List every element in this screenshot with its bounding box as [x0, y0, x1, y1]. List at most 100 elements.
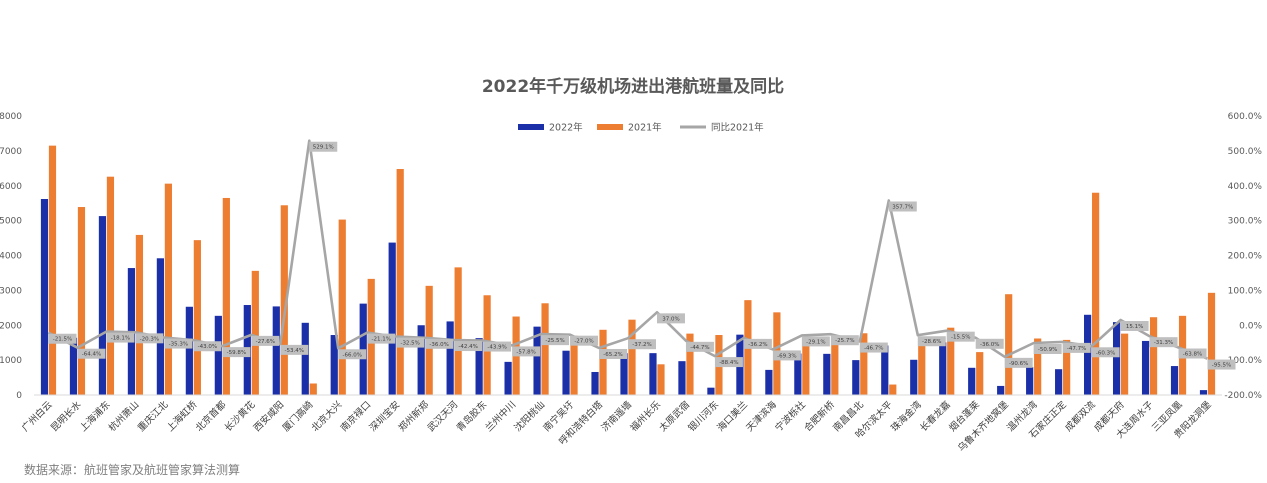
legend-swatch — [597, 124, 623, 130]
bar-2022 — [678, 361, 686, 395]
left-axis-tick: 6000 — [0, 182, 22, 192]
category-label: 乌鲁木齐地窝堡 — [955, 398, 1011, 454]
yoy-data-label-text: -43.9% — [487, 345, 506, 351]
category-label: 青岛胶东 — [454, 399, 489, 434]
category-label: 太原武宿 — [657, 399, 692, 434]
yoy-line — [47, 139, 1208, 360]
legend-label: 同比2021年 — [711, 122, 764, 134]
category-label: 宁波栎社 — [773, 398, 809, 434]
bar-group — [40, 145, 1216, 395]
category-label: 天津滨海 — [744, 398, 780, 434]
yoy-data-label: -36.2% — [743, 338, 772, 349]
legend-item-yoy: 同比2021年 — [680, 122, 764, 134]
bar-2022 — [417, 325, 425, 395]
bar-2021 — [918, 345, 926, 395]
right-axis-tick: 600.0% — [1228, 112, 1263, 122]
yoy-data-label: -59.8% — [222, 347, 251, 358]
yoy-data-label-text: 37.0% — [662, 316, 679, 322]
yoy-data-label-text: -21.5% — [53, 337, 72, 343]
category-label: 北京大兴 — [309, 399, 344, 434]
category-label: 南京禄口 — [338, 399, 373, 434]
category-label: 合肥新桥 — [802, 398, 838, 434]
yoy-data-label-text: -29.1% — [806, 339, 825, 345]
yoy-data-label-text: -46.7% — [864, 346, 883, 352]
right-axis-tick: -100.0% — [1224, 356, 1262, 366]
bar-2021 — [309, 383, 317, 395]
legend-label: 2022年 — [549, 122, 583, 134]
yoy-data-label: -88.4% — [714, 357, 743, 368]
bar-2021 — [1063, 339, 1071, 395]
yoy-data-label: -20.3% — [135, 333, 164, 344]
bar-2021 — [135, 234, 144, 395]
yoy-data-label-text: -32.5% — [400, 341, 419, 347]
yoy-data-label: -21.1% — [367, 333, 396, 344]
right-axis-tick: 500.0% — [1228, 147, 1263, 157]
left-axis: 0 1000 2000 3000 4000 5000 6000 7000 8000 — [0, 112, 22, 401]
yoy-data-label: 37.0% — [656, 313, 685, 324]
left-axis-tick: 2000 — [0, 321, 22, 331]
category-label: 上海虹桥 — [164, 398, 200, 434]
right-axis-tick: 200.0% — [1228, 252, 1263, 262]
category-labels: 广州白云昆明长水上海浦东杭州萧山重庆江北上海虹桥北京首都长沙黄花西安咸阳厦门高崎… — [19, 398, 1214, 454]
bar-2022 — [591, 371, 599, 395]
yoy-data-label: -44.7% — [685, 341, 714, 352]
left-axis-tick: 8000 — [0, 112, 22, 122]
bar-2022 — [1199, 390, 1208, 395]
yoy-data-label: -66.0% — [338, 349, 367, 360]
category-label: 上海浦东 — [77, 399, 112, 434]
yoy-data-label-text: -36.0% — [980, 342, 999, 348]
yoy-data-label: -95.5% — [1207, 359, 1236, 370]
bar-2022 — [968, 367, 976, 395]
bar-2021 — [77, 207, 86, 395]
left-axis-tick: 5000 — [0, 217, 22, 227]
bar-2021 — [106, 176, 115, 395]
yoy-data-label-text: -64.4% — [82, 352, 101, 358]
category-label: 广州白云 — [19, 399, 54, 434]
category-label: 重庆江北 — [135, 398, 171, 434]
bar-2021 — [860, 333, 868, 395]
bar-2022 — [301, 322, 309, 395]
bar-2022 — [504, 361, 512, 395]
category-label: 北京首都 — [193, 398, 229, 434]
source-note: 数据来源：航班管家及航班管家算法测算 — [24, 462, 240, 477]
yoy-data-label: 15.1% — [1120, 320, 1149, 331]
yoy-data-label: -21.5% — [48, 333, 77, 344]
yoy-data-label-text: -27.0% — [574, 339, 593, 345]
yoy-data-label-text: -47.7% — [1067, 346, 1086, 352]
bar-2021 — [164, 183, 172, 395]
bar-2021 — [628, 319, 636, 395]
yoy-data-label-text: -95.5% — [1212, 363, 1231, 369]
bar-2022 — [881, 345, 889, 395]
yoy-data-label-text: -15.5% — [951, 335, 970, 341]
category-label: 厦门高崎 — [280, 398, 316, 434]
bar-2022 — [852, 360, 860, 395]
left-axis-tick: 4000 — [0, 252, 22, 262]
category-label: 沈阳桃仙 — [512, 399, 547, 434]
yoy-data-label: -29.1% — [801, 336, 830, 347]
yoy-data-label-text: -25.7% — [835, 338, 854, 344]
bar-2022 — [997, 385, 1005, 395]
bar-2021 — [686, 333, 694, 395]
bar-2021 — [1120, 333, 1129, 395]
yoy-data-label: -27.6% — [251, 335, 280, 346]
category-label: 西安咸阳 — [251, 399, 286, 434]
legend-swatch — [518, 124, 544, 130]
bar-2021 — [280, 205, 288, 395]
yoy-data-label: -65.2% — [599, 348, 628, 359]
yoy-data-label-text: -50.9% — [1038, 347, 1057, 353]
bar-2022 — [388, 242, 396, 395]
left-axis-tick: 1000 — [0, 356, 22, 366]
bar-2021 — [193, 240, 201, 395]
bar-2021 — [222, 197, 230, 395]
bar-2021 — [1034, 338, 1042, 395]
yoy-data-label: -18.1% — [106, 332, 135, 343]
yoy-data-label-text: 15.1% — [1126, 324, 1143, 330]
bar-2022 — [649, 353, 657, 395]
bar-2022 — [69, 337, 78, 395]
data-label-group: -21.5% -64.4% -18.1% -20.3% -35.3% -43.0% -59.… — [48, 141, 1236, 370]
yoy-data-label-text: -44.7% — [690, 345, 709, 351]
legend-label: 2021年 — [628, 122, 662, 134]
right-axis-tick: 0.0% — [1239, 321, 1262, 331]
yoy-data-label: -36.0% — [425, 338, 454, 349]
